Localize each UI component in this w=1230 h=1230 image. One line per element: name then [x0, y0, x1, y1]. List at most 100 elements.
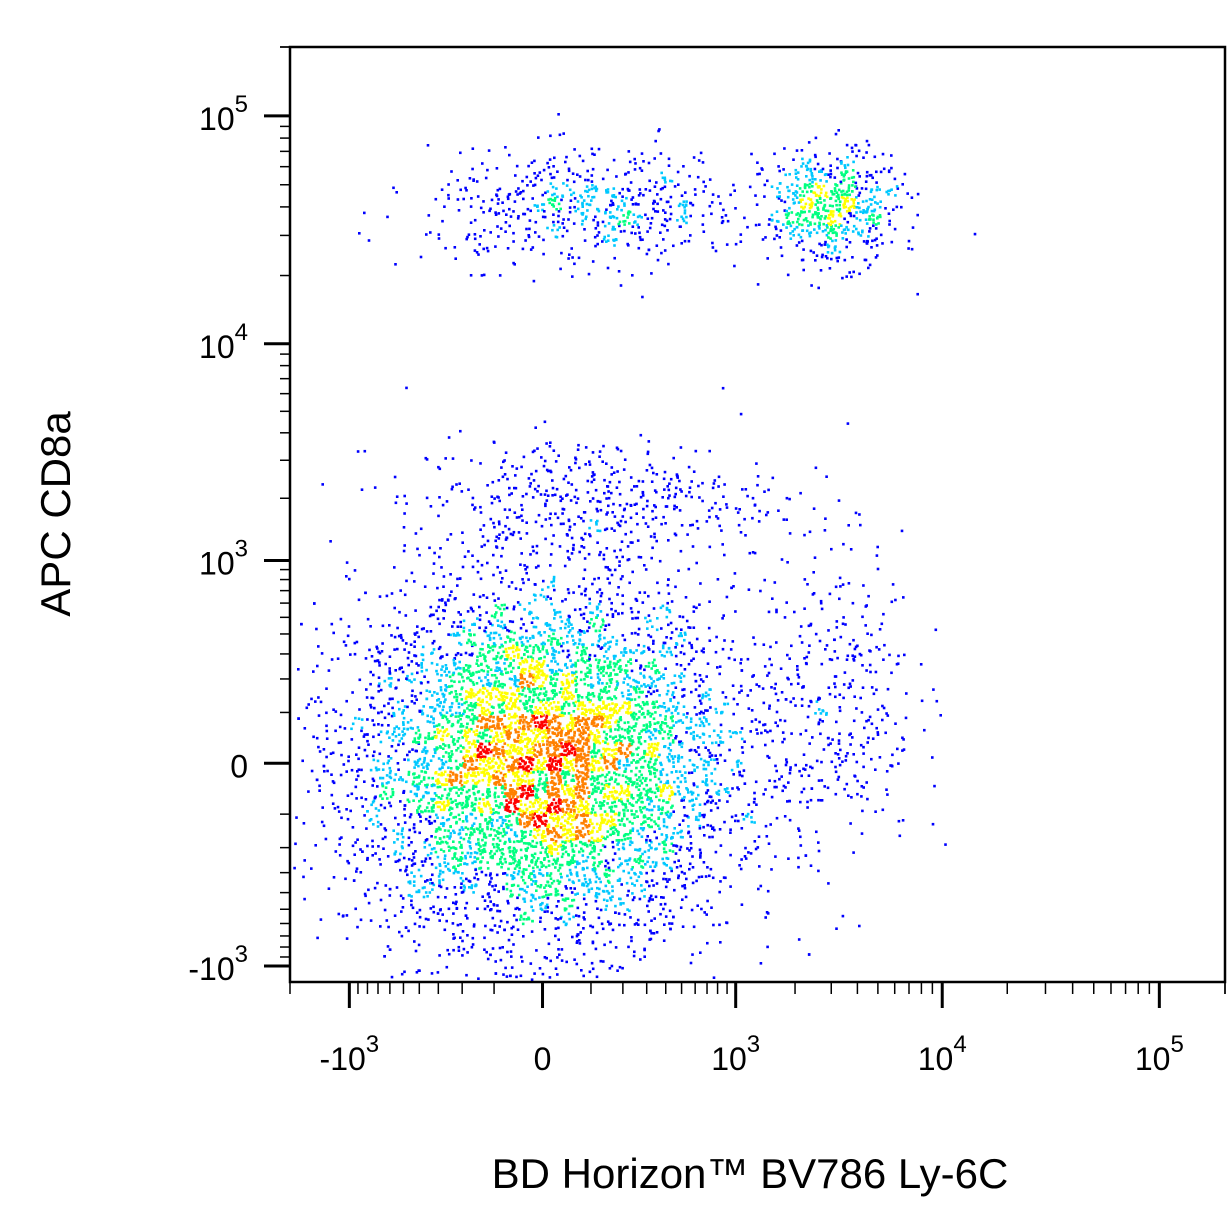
data-point [497, 890, 500, 893]
data-point [424, 784, 427, 787]
data-point [445, 818, 449, 822]
data-point [648, 825, 651, 829]
data-point [488, 852, 492, 855]
data-point [526, 742, 529, 745]
data-point [521, 715, 524, 719]
data-point [472, 925, 476, 928]
data-point [425, 630, 429, 633]
data-point [597, 717, 601, 721]
data-point [643, 591, 647, 594]
data-point [478, 809, 482, 812]
data-point [604, 779, 608, 783]
data-point [517, 679, 520, 682]
data-point [510, 721, 513, 725]
data-point [486, 861, 489, 864]
data-point [583, 742, 586, 745]
data-point [554, 860, 557, 864]
data-point [520, 955, 523, 959]
data-point [600, 725, 604, 729]
data-point [619, 784, 623, 788]
data-point [677, 876, 680, 880]
data-point [518, 818, 522, 821]
data-point [643, 820, 646, 823]
data-point [544, 773, 548, 777]
data-point [587, 726, 590, 729]
data-point [584, 674, 588, 678]
data-point [798, 769, 801, 773]
data-point [581, 736, 585, 740]
data-point [503, 623, 506, 627]
data-point [577, 704, 581, 708]
data-point [534, 743, 537, 747]
data-point [685, 731, 688, 734]
data-point [556, 821, 560, 824]
data-point [544, 890, 548, 893]
data-point [424, 857, 428, 860]
data-point [545, 726, 549, 730]
data-point [569, 659, 572, 662]
data-point [681, 721, 685, 724]
data-point [525, 532, 529, 535]
data-point [524, 658, 527, 661]
data-point [515, 647, 519, 651]
data-point [570, 842, 574, 846]
data-point [537, 672, 540, 675]
data-point [590, 618, 593, 621]
data-point [768, 779, 771, 782]
data-point [645, 838, 648, 842]
data-point [439, 767, 442, 771]
data-point [672, 696, 676, 699]
data-point [576, 813, 579, 817]
data-point [515, 642, 518, 645]
data-point [580, 696, 584, 699]
data-point [467, 715, 470, 719]
data-point [482, 771, 486, 775]
data-point [641, 690, 644, 694]
data-point [610, 964, 614, 968]
data-point [479, 654, 482, 657]
data-point [500, 816, 503, 819]
data-point [536, 750, 539, 754]
data-point [402, 723, 405, 726]
data-point [552, 684, 555, 687]
data-point [592, 751, 596, 754]
data-point [668, 610, 672, 614]
data-point [648, 808, 651, 812]
data-point [576, 659, 580, 662]
data-point [518, 908, 521, 911]
data-point [567, 863, 571, 867]
data-point [564, 800, 568, 803]
data-point [876, 733, 880, 736]
data-point [659, 772, 663, 775]
data-point [541, 736, 544, 740]
data-point [540, 865, 544, 868]
data-point [665, 834, 668, 837]
data-point [569, 721, 572, 725]
data-point [614, 735, 618, 738]
data-point [509, 696, 513, 700]
data-point [430, 661, 434, 665]
data-point [418, 735, 422, 739]
data-point [599, 600, 602, 603]
data-point [609, 660, 612, 664]
data-point [626, 710, 630, 714]
data-point [740, 689, 743, 692]
data-point [643, 895, 646, 898]
data-point [487, 788, 491, 791]
data-point [577, 879, 581, 882]
data-point [444, 603, 448, 607]
data-point [378, 661, 381, 664]
data-point [630, 610, 634, 614]
data-point [358, 678, 362, 682]
data-point [557, 926, 560, 930]
data-point [679, 719, 683, 722]
data-point [665, 813, 669, 817]
data-point [598, 804, 601, 808]
data-point [503, 603, 506, 607]
data-point [413, 654, 416, 657]
data-point [607, 868, 611, 871]
data-point [600, 666, 603, 669]
data-point [524, 811, 528, 814]
data-point [660, 811, 664, 815]
data-point [502, 701, 505, 705]
